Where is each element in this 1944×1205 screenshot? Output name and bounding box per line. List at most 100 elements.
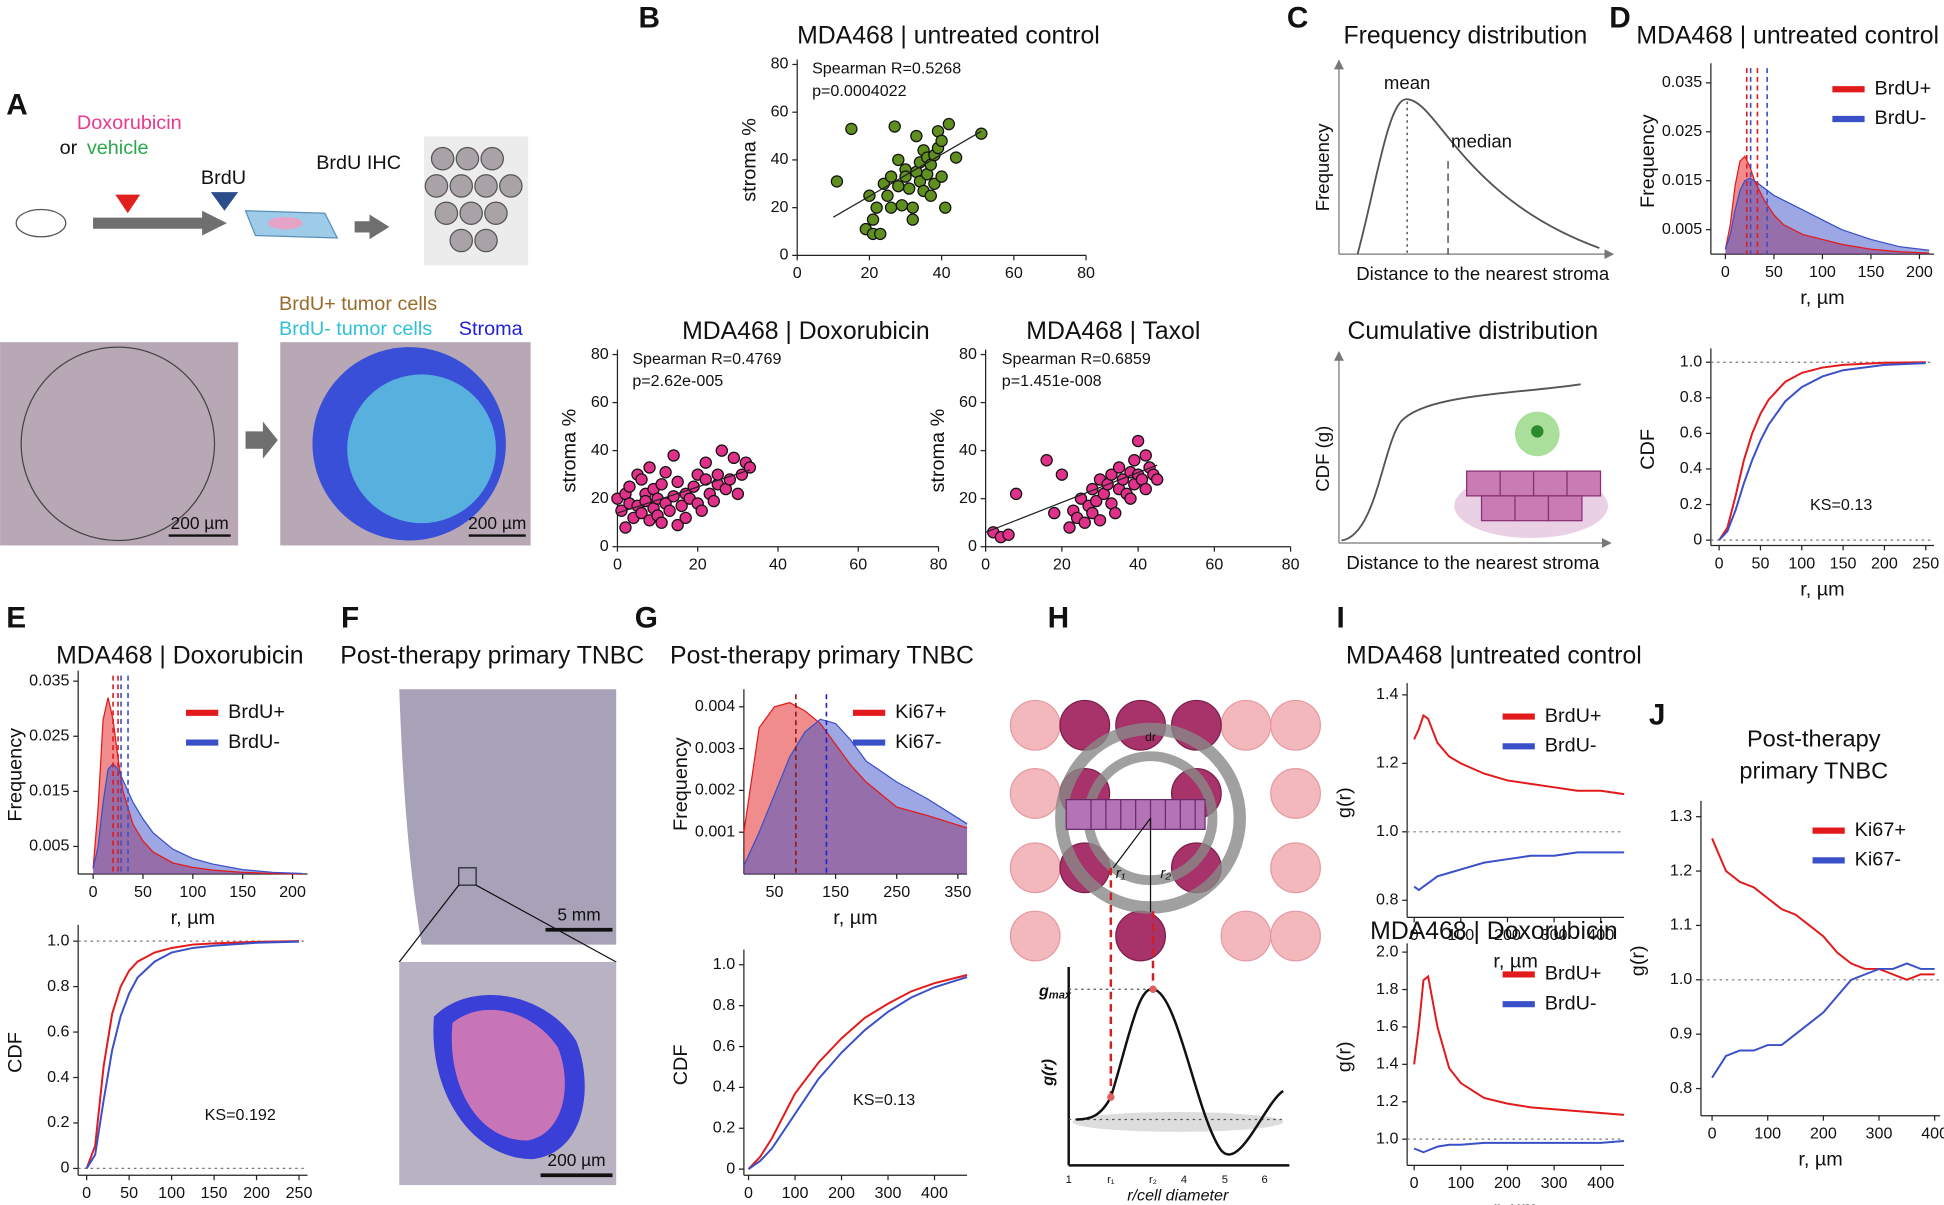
scale-label: 200 µm: [547, 1150, 605, 1170]
gmax-sub: max: [1049, 989, 1072, 1001]
c-title: Frequency distribution: [1343, 23, 1587, 50]
point: [949, 151, 963, 164]
chart-title: MDA468 | untreated control: [1636, 23, 1939, 50]
fit-line: [832, 130, 982, 218]
y-tick-label: 0.8: [1680, 388, 1702, 406]
stroma-cells: [1466, 470, 1602, 522]
chart-title: MDA468 | Doxorubicin: [682, 318, 929, 345]
x-tick-label: 60: [1205, 556, 1223, 574]
y-tick-label: 1.0: [713, 955, 735, 973]
point: [727, 451, 741, 465]
point: [675, 499, 688, 513]
annotation: p=0.0004022: [812, 82, 907, 100]
y-tick-label: 2.0: [1376, 942, 1398, 960]
point: [906, 201, 919, 214]
series-line: [1413, 851, 1625, 892]
x-tick-label: 0: [613, 556, 622, 574]
annotation: Spearman R=0.5268: [812, 60, 961, 78]
point: [928, 177, 941, 190]
x-tick-label: 0: [981, 556, 990, 574]
point: [679, 511, 692, 525]
x-tick-label: 150: [201, 1184, 228, 1202]
schematic-curve: [1356, 98, 1600, 255]
chart-title: MDA468 | Doxorubicin: [56, 643, 303, 670]
dr-label: dr: [1145, 730, 1156, 744]
series-line: [85, 940, 300, 1169]
panel-letter: E: [6, 602, 26, 635]
drug-marker: [115, 194, 141, 214]
y-tick-label: 0.015: [1662, 171, 1702, 189]
panel-letters: A B C D E F G H I J: [6, 2, 1665, 732]
panel-letter: I: [1336, 602, 1344, 635]
point: [667, 449, 680, 462]
annotation: p=2.62e-005: [632, 372, 723, 390]
radius: [1112, 817, 1152, 869]
legend-brdu-pos: BrdU+ tumor cells: [279, 293, 437, 315]
series-line: [92, 762, 303, 875]
x-tick-label: 300: [1541, 926, 1568, 944]
or-label: or: [60, 137, 78, 159]
series-line: [1711, 838, 1935, 981]
x-tick-label: 20: [1053, 556, 1071, 574]
x-tick-label: 50: [766, 883, 784, 901]
y-tick-label: 0.035: [29, 671, 69, 689]
legend-label: Ki67+: [1855, 819, 1906, 841]
tissue-section: [399, 689, 617, 945]
point: [1002, 528, 1015, 541]
area-fill: [93, 763, 303, 874]
x-tick-label: 350: [944, 883, 971, 901]
legend-label: BrdU-: [1545, 735, 1597, 757]
scale-label: 5 mm: [557, 905, 600, 925]
arrow-head: [369, 214, 390, 240]
x-tick-label: 150: [1830, 554, 1857, 572]
x-tick-label: 200: [1494, 1174, 1521, 1192]
y-tick-label: 60: [959, 393, 977, 411]
series-line: [1724, 177, 1930, 251]
y-tick-label: 0.4: [1680, 459, 1702, 477]
point: [939, 201, 952, 214]
point: [655, 478, 668, 491]
y-tick-label: 0.005: [29, 837, 69, 855]
chart-title: MDA468 | Doxorubicin: [1370, 918, 1617, 945]
point: [1149, 985, 1157, 994]
point: [639, 494, 652, 508]
point: [874, 227, 887, 241]
x-tick-label: 200: [1494, 926, 1521, 944]
series-line: [1718, 361, 1926, 541]
y-tick-label: 0.8: [47, 977, 69, 995]
mean-label: mean: [1384, 72, 1430, 93]
point: [643, 461, 656, 474]
point: [1093, 514, 1107, 527]
y-tick-label: 1.0: [1670, 970, 1692, 988]
x-tick-label: 20: [689, 556, 707, 574]
x-tick-label: 200: [1906, 263, 1933, 281]
series-line: [747, 976, 968, 1170]
series-line: [1724, 155, 1930, 254]
core-outline: [20, 346, 216, 542]
y-tick-label: 20: [771, 198, 789, 216]
y-axis-label: CDF: [1637, 429, 1659, 470]
y-tick-label: 80: [771, 55, 789, 73]
x-tick-label: 50: [1765, 263, 1783, 281]
panel-letter: D: [1609, 2, 1631, 35]
c-title: Cumulative distribution: [1347, 318, 1598, 345]
zoom-line: [475, 884, 617, 963]
y-tick-label: 1.8: [1376, 980, 1398, 998]
point: [671, 518, 684, 532]
point: [659, 466, 672, 479]
x-tick-label: 100: [1754, 1125, 1781, 1143]
point: [935, 134, 948, 148]
y-tick-label: 1.6: [1376, 1017, 1398, 1035]
median-label: median: [1451, 130, 1512, 151]
y-tick-label: 0.001: [695, 822, 735, 840]
point: [910, 129, 923, 143]
chart-title: MDA468 |untreated control: [1346, 643, 1642, 670]
series-line: [1718, 362, 1926, 541]
y-tick-label: 20: [959, 489, 977, 507]
x-tick-label: 100: [158, 1184, 185, 1202]
c-ylabel: CDF (g): [1312, 426, 1333, 492]
legend-label: BrdU-: [228, 731, 280, 753]
x-tick-label: 250: [883, 883, 910, 901]
x-tick-label: 150: [822, 883, 849, 901]
x-tick-label: 200: [1871, 554, 1898, 572]
